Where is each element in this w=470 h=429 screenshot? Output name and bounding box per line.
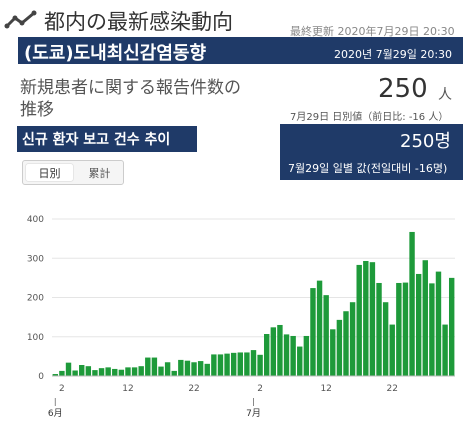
x-tick-label: 2	[59, 384, 65, 394]
bar[interactable]	[310, 288, 316, 376]
bar[interactable]	[138, 366, 144, 376]
bar[interactable]	[244, 352, 250, 376]
bar[interactable]	[448, 277, 455, 376]
bar[interactable]	[290, 335, 296, 376]
bar[interactable]	[442, 324, 448, 376]
bar[interactable]	[230, 352, 237, 376]
bar[interactable]	[204, 363, 210, 376]
bar[interactable]	[178, 359, 184, 376]
bar[interactable]	[65, 362, 72, 376]
page-title-jp: 都内の最新感染動向	[44, 10, 233, 34]
card-title-jp-line1: 新規患者に関する報告件数の	[20, 78, 241, 98]
bar[interactable]	[98, 368, 105, 376]
bar[interactable]	[158, 366, 164, 376]
daily-change-jp: 7月29日 日別値（前日比: -16 人）	[290, 112, 449, 123]
bar[interactable]	[297, 346, 303, 376]
bar[interactable]	[164, 362, 171, 376]
bar[interactable]	[356, 264, 362, 376]
bar[interactable]	[396, 282, 402, 376]
korean-count-banner	[280, 124, 463, 180]
bar[interactable]	[52, 374, 59, 376]
bar[interactable]	[151, 357, 158, 376]
bar[interactable]	[402, 282, 409, 376]
bar[interactable]	[435, 271, 442, 376]
x-tick-label: 2	[257, 384, 263, 394]
daily-change-kr: 7월29일 일별 값(전일대비 -16명)	[288, 162, 448, 175]
bar[interactable]	[211, 354, 217, 376]
trend-line-icon	[4, 10, 37, 29]
bar[interactable]	[264, 334, 270, 376]
month-label: 6月	[48, 408, 63, 419]
bar[interactable]	[429, 283, 435, 376]
y-tick-label: 0	[38, 372, 44, 382]
bar[interactable]	[197, 361, 204, 376]
bar[interactable]	[118, 369, 125, 376]
case-count: 250	[378, 74, 428, 104]
bar[interactable]	[105, 367, 111, 376]
bar[interactable]	[415, 273, 422, 376]
bar[interactable]	[323, 295, 329, 376]
bar[interactable]	[343, 311, 349, 376]
bar[interactable]	[409, 231, 415, 376]
y-tick-label: 100	[27, 333, 44, 343]
toggle-cumulative-button[interactable]: 累計	[88, 166, 111, 180]
korean-subtitle-banner	[17, 126, 197, 152]
bar[interactable]	[283, 334, 290, 376]
bar[interactable]	[316, 280, 323, 376]
bar[interactable]	[257, 354, 263, 376]
x-tick-label: 22	[387, 384, 398, 394]
card-title-jp: 新規患者に関する報告件数の 推移	[20, 77, 290, 121]
bar[interactable]	[330, 329, 336, 376]
bar[interactable]	[303, 335, 310, 376]
x-tick-label: 12	[122, 384, 133, 394]
y-tick-label: 400	[27, 215, 44, 225]
y-tick-label: 300	[27, 254, 44, 264]
bar[interactable]	[184, 360, 191, 376]
bar[interactable]	[349, 302, 356, 376]
bar[interactable]	[131, 367, 138, 376]
y-tick-label: 200	[27, 294, 44, 304]
month-label: 7月	[246, 408, 261, 419]
bar[interactable]	[382, 302, 389, 376]
last-updated-kr: 2020년 7월29일 20:30	[334, 48, 453, 61]
bar[interactable]	[92, 370, 98, 376]
bar[interactable]	[72, 370, 78, 376]
bar[interactable]	[336, 319, 343, 376]
case-count-kr: 250명	[400, 131, 451, 152]
bar[interactable]	[145, 357, 151, 376]
bar[interactable]	[85, 366, 92, 376]
bar[interactable]	[369, 262, 376, 376]
bar[interactable]	[191, 362, 197, 376]
bar[interactable]	[224, 353, 230, 376]
card-title-kr: 신규 환자 보고 건수 추이	[22, 132, 171, 148]
card-title-jp-line2: 推移	[20, 100, 54, 120]
x-tick-label: 22	[188, 384, 199, 394]
bar[interactable]	[217, 354, 224, 376]
daily-cumulative-toggle[interactable]: 日別 累計	[22, 160, 124, 185]
bar[interactable]	[363, 260, 369, 376]
bar[interactable]	[59, 370, 65, 376]
bar[interactable]	[277, 324, 283, 376]
x-tick-label: 12	[320, 384, 331, 394]
bar[interactable]	[237, 352, 243, 376]
korean-header-banner	[18, 37, 463, 64]
case-count-unit: 人	[438, 87, 452, 103]
bar[interactable]	[112, 368, 118, 376]
bar[interactable]	[250, 350, 257, 376]
bar[interactable]	[376, 282, 382, 376]
bar[interactable]	[79, 365, 85, 376]
bar[interactable]	[125, 367, 131, 376]
bar[interactable]	[389, 324, 395, 376]
bar[interactable]	[270, 327, 277, 376]
bar[interactable]	[171, 370, 177, 376]
bar[interactable]	[422, 260, 428, 376]
toggle-daily-button[interactable]: 日別	[26, 164, 73, 181]
last-updated-jp: 最終更新 2020年7月29日 20:30	[290, 25, 455, 38]
page-title-kr: (도쿄)도내최신감염동향	[24, 43, 207, 64]
